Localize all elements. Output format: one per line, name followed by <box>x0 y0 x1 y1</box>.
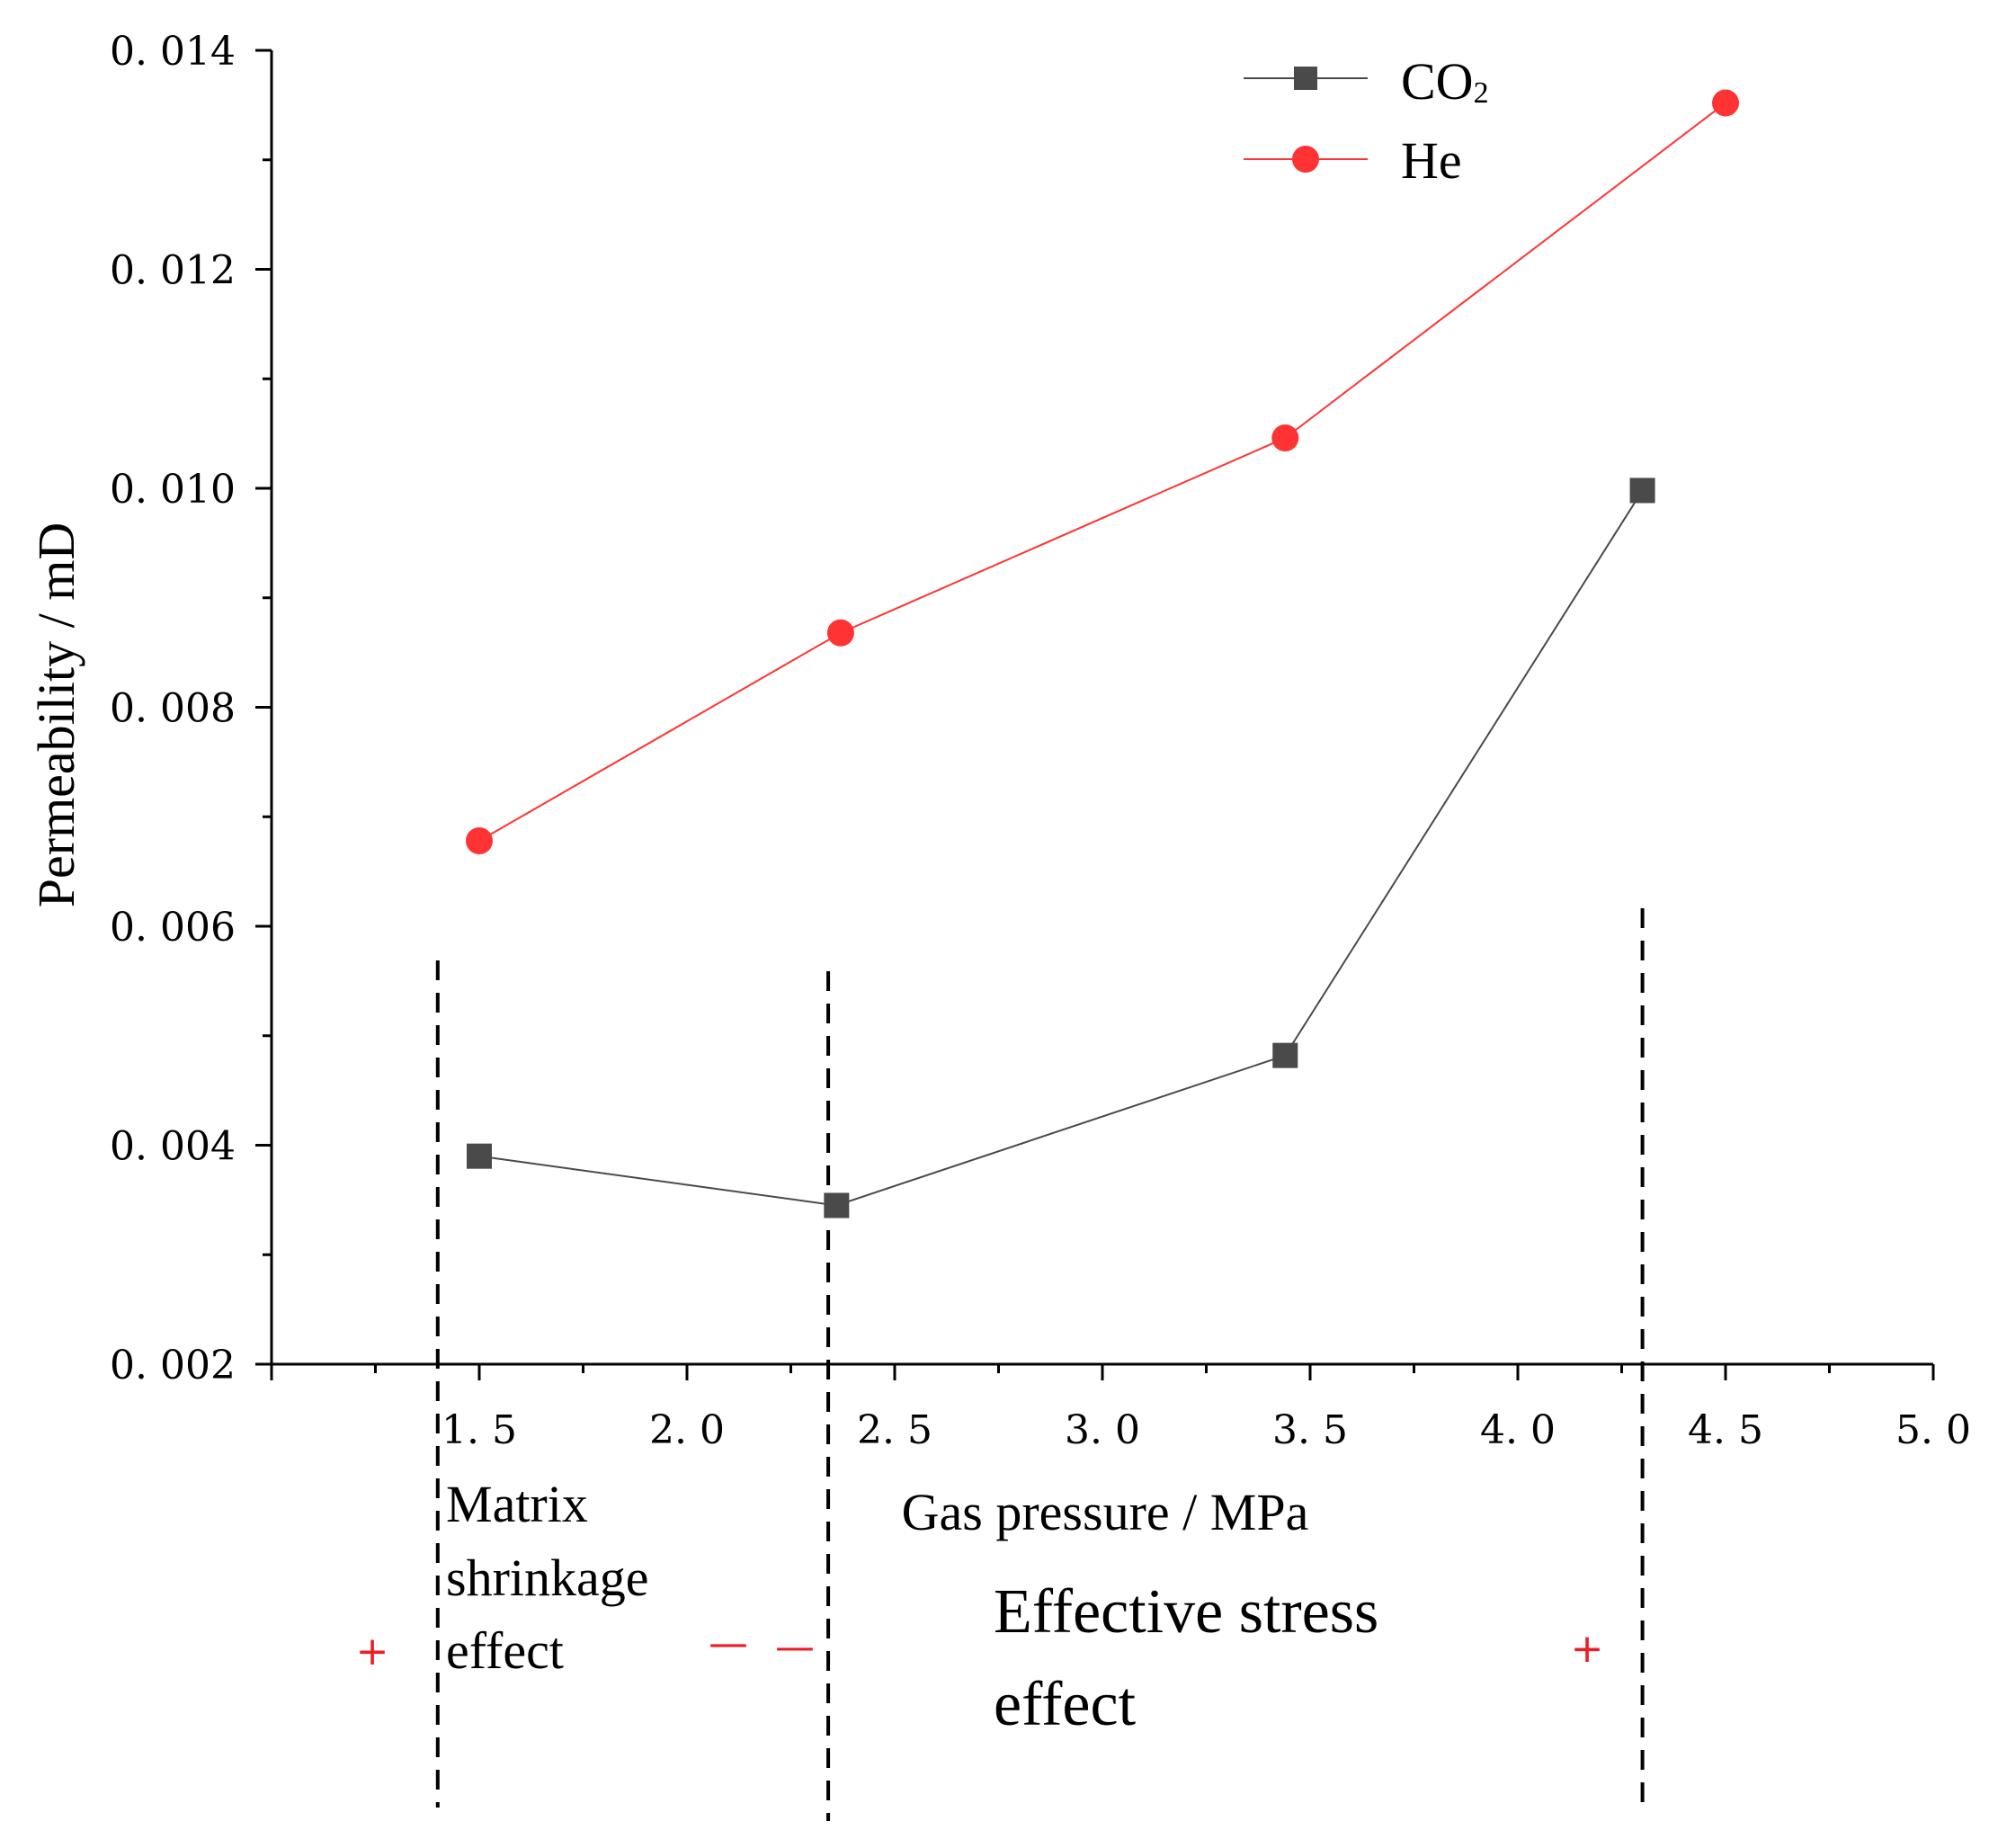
y-tick-label: 0. 002 <box>110 1343 236 1388</box>
x-tick-label: 2. 0 <box>649 1407 725 1453</box>
legend-co2-label: CO2 <box>1401 52 1489 111</box>
annotations: Matrix shrinkage effect Effective stress… <box>356 1475 1604 1739</box>
axes: 1. 5 2. 0 2. 5 3. 0 3. 5 4. 0 4. 5 5. 0 0. 002 0.… <box>110 29 1971 1453</box>
sign-minus-mid-2: — <box>775 1624 815 1670</box>
y-tick-label: 0. 012 <box>110 248 236 294</box>
region-dividers <box>435 908 1645 1821</box>
x-tick-label: 5. 0 <box>1895 1407 1971 1453</box>
sign-plus-right: + <box>1571 1626 1604 1672</box>
series-layer <box>466 89 1739 1219</box>
data-point-he <box>466 827 493 855</box>
legend: CO2 He <box>1244 52 1489 190</box>
data-point-co2 <box>824 1192 850 1219</box>
data-point-co2 <box>1629 478 1655 504</box>
x-tick-label: 1. 5 <box>442 1407 517 1453</box>
data-point-he <box>1271 424 1299 451</box>
matrix-effect-line2: shrinkage <box>446 1549 649 1607</box>
x-tick-label: 4. 5 <box>1688 1407 1763 1453</box>
y-tick-label: 0. 004 <box>110 1124 236 1170</box>
matrix-effect-line1: Matrix <box>446 1475 588 1533</box>
data-point-co2 <box>1272 1042 1298 1068</box>
legend-he-marker <box>1292 146 1319 173</box>
legend-co2-marker <box>1294 67 1317 90</box>
x-tick-label: 3. 0 <box>1065 1407 1140 1453</box>
x-axis-title: Gas pressure / MPa <box>902 1483 1309 1541</box>
y-tick-label: 0. 008 <box>110 686 236 732</box>
y-tick-label: 0. 006 <box>110 905 236 951</box>
matrix-effect-line3: effect <box>446 1621 564 1680</box>
data-point-he <box>826 619 854 647</box>
sign-plus-left: + <box>356 1629 389 1674</box>
y-axis-title: Permeability / mD <box>27 522 85 908</box>
series-line-he <box>478 102 1726 842</box>
x-tick-label: 3. 5 <box>1272 1407 1348 1453</box>
legend-he-label: He <box>1401 131 1462 190</box>
y-tick-label: 0. 014 <box>110 29 236 75</box>
sign-minus-mid-1: — <box>709 1620 748 1666</box>
data-point-he <box>1712 89 1739 117</box>
y-tick-label: 0. 010 <box>110 467 236 513</box>
data-point-co2 <box>467 1143 492 1169</box>
x-tick-label: 2. 5 <box>857 1407 932 1453</box>
stress-effect-line2: effect <box>994 1670 1137 1739</box>
x-tick-label: 4. 0 <box>1480 1407 1556 1453</box>
stress-effect-line1: Effective stress <box>994 1577 1378 1647</box>
series-line-co2 <box>478 489 1644 1207</box>
